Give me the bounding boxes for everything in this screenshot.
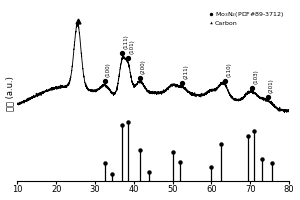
Text: (110): (110)	[226, 62, 231, 77]
Legend: Mo$_3$N$_2$(PDF#89-3712), Carbon: Mo$_3$N$_2$(PDF#89-3712), Carbon	[207, 9, 286, 27]
Text: (100): (100)	[106, 62, 111, 77]
Text: (101): (101)	[129, 39, 134, 54]
Text: (111): (111)	[123, 34, 128, 49]
Y-axis label: 強度 (a.u.): 強度 (a.u.)	[6, 76, 15, 111]
Text: (201): (201)	[269, 78, 274, 93]
Text: (103): (103)	[254, 69, 258, 84]
Text: (200): (200)	[141, 59, 146, 74]
Text: (211): (211)	[184, 64, 188, 79]
